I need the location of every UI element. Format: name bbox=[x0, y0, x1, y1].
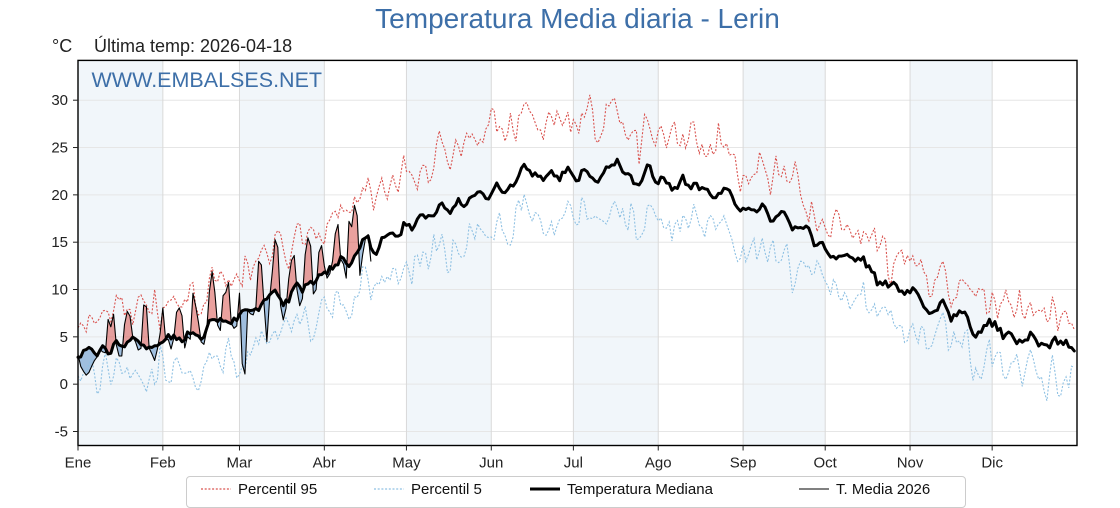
svg-text:Mar: Mar bbox=[227, 455, 253, 472]
svg-text:30: 30 bbox=[51, 92, 68, 109]
svg-text:May: May bbox=[392, 455, 421, 472]
svg-text:5: 5 bbox=[60, 329, 68, 346]
svg-text:25: 25 bbox=[51, 140, 68, 157]
svg-text:Ene: Ene bbox=[65, 455, 92, 472]
svg-text:Dic: Dic bbox=[981, 455, 1003, 472]
svg-text:15: 15 bbox=[51, 234, 68, 251]
svg-text:Nov: Nov bbox=[897, 455, 924, 472]
svg-text:Jun: Jun bbox=[479, 455, 503, 472]
svg-text:Ago: Ago bbox=[645, 455, 672, 472]
svg-text:-5: -5 bbox=[55, 424, 68, 441]
svg-text:Abr: Abr bbox=[313, 455, 336, 472]
svg-text:Oct: Oct bbox=[814, 455, 838, 472]
svg-text:Sep: Sep bbox=[730, 455, 757, 472]
svg-text:0: 0 bbox=[60, 376, 68, 393]
svg-text:20: 20 bbox=[51, 187, 68, 204]
svg-text:WWW.EMBALSES.NET: WWW.EMBALSES.NET bbox=[92, 68, 323, 92]
svg-text:Feb: Feb bbox=[150, 455, 176, 472]
svg-text:10: 10 bbox=[51, 282, 68, 299]
svg-text:Jul: Jul bbox=[564, 455, 583, 472]
